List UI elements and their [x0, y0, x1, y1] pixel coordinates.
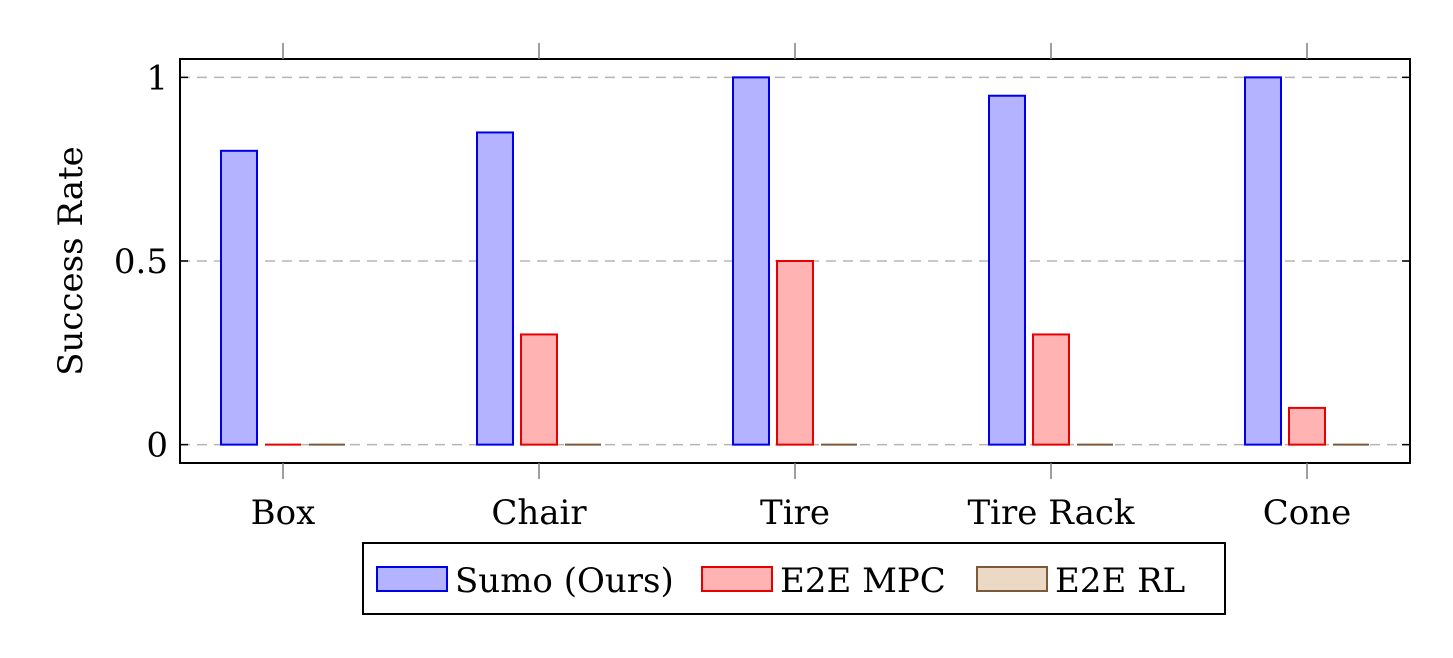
x-tick-label: Cone: [1263, 493, 1352, 533]
legend-box: [362, 542, 1226, 615]
legend-label: Sumo (Ours): [455, 561, 674, 601]
bar: [520, 333, 558, 446]
legend-swatch: [376, 566, 448, 592]
bar: [220, 149, 258, 446]
legend-swatch: [701, 566, 773, 592]
x-tick-label: Box: [251, 493, 316, 533]
bar: [1244, 76, 1282, 446]
y-tick-label: 0.5: [114, 242, 168, 282]
y-axis-ticks: 00.51: [114, 58, 1410, 466]
y-tick-label: 1: [146, 58, 168, 98]
bar: [476, 131, 514, 446]
y-tick-label: 0: [146, 426, 168, 466]
bar: [1032, 333, 1070, 446]
y-axis-label: Success Rate: [51, 146, 91, 376]
legend-label: E2E MPC: [780, 561, 946, 601]
legend: Sumo (Ours) E2E MPC E2E RL: [362, 542, 1226, 615]
x-axis-ticks: Box Chair Tire Tire Rack Cone: [251, 43, 1352, 533]
legend-label: E2E RL: [1055, 561, 1185, 601]
x-tick-label: Tire Rack: [967, 493, 1134, 533]
bars: [220, 76, 1369, 446]
bar: [1288, 406, 1326, 446]
bar: [776, 260, 814, 446]
bar: [988, 94, 1026, 446]
x-tick-label: Tire: [760, 493, 830, 533]
x-tick-label: Chair: [491, 493, 587, 533]
legend-swatch: [976, 566, 1048, 592]
bar: [732, 76, 770, 446]
